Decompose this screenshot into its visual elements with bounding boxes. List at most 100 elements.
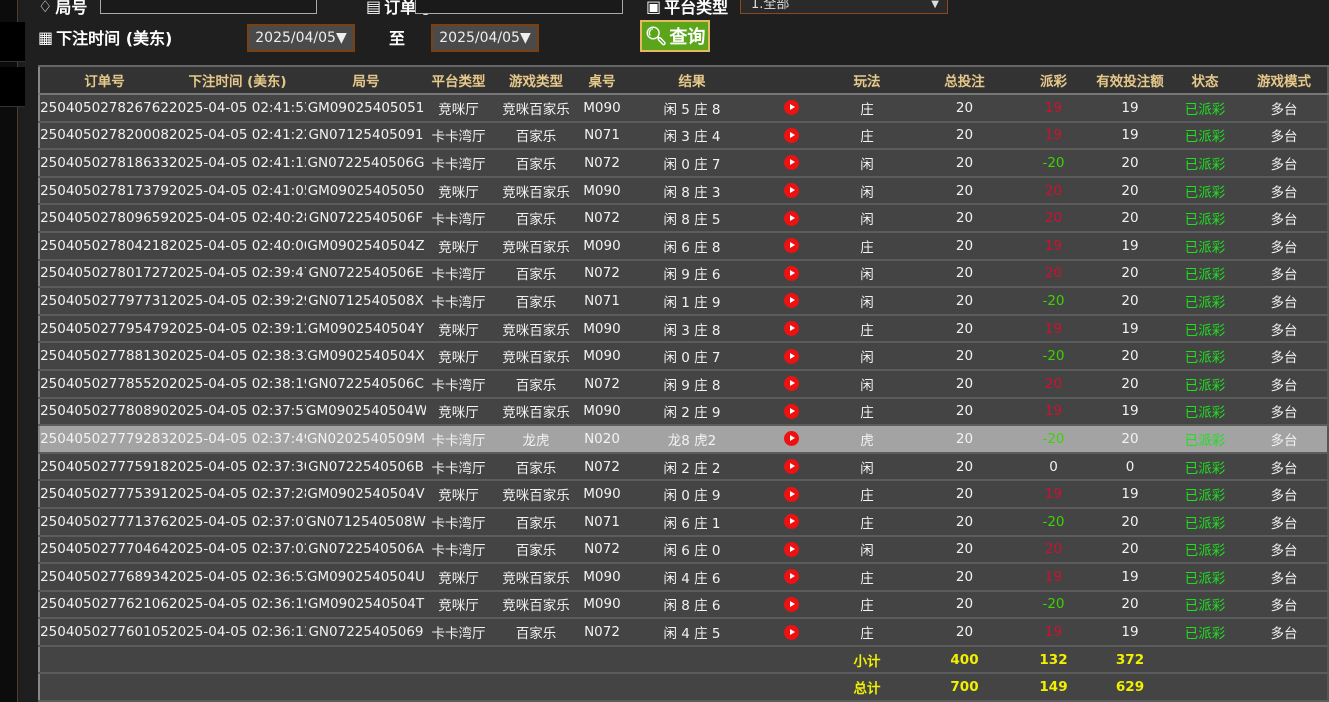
table-row[interactable]: 250405027809659 2025-04-05 02:40:28 GN0722…: [39, 204, 1328, 233]
status-cell: 已派彩: [1169, 231, 1241, 261]
column-header: 状态: [1169, 65, 1241, 95]
status-cell: 已派彩: [1169, 507, 1241, 537]
play-video-icon[interactable]: [783, 321, 799, 337]
replay-cell: [761, 425, 821, 454]
bet-time-cell: 2025-04-05 02:37:07: [169, 507, 306, 537]
play-video-icon[interactable]: [783, 127, 799, 143]
payout-cell: 19: [1016, 231, 1091, 261]
sidebar-block[interactable]: [0, 67, 25, 107]
game-mode-cell: 多台: [1241, 590, 1328, 620]
subtotal-cell: [39, 645, 169, 675]
table-no-cell: M090: [581, 342, 623, 371]
query-button[interactable]: 🔍︎ 查询: [640, 20, 710, 52]
bet-type-cell: 庄: [821, 480, 913, 509]
total-bet-cell: 20: [913, 425, 1016, 454]
order-input[interactable]: [415, 0, 623, 14]
table-no-cell: M090: [581, 590, 623, 620]
valid-bet-cell: 19: [1091, 563, 1169, 592]
play-video-icon[interactable]: [783, 403, 799, 419]
table-row[interactable]: 250405027775918 2025-04-05 02:37:30 GN0722…: [39, 452, 1328, 482]
bet-time-cell: 2025-04-05 02:39:47: [169, 259, 306, 289]
table-no-cell: N071: [581, 121, 623, 151]
result-cell: 闲 9 庄 8: [623, 369, 761, 399]
play-video-icon[interactable]: [783, 459, 799, 475]
total-cell: [491, 673, 581, 702]
date-to-select[interactable]: 2025/04/05▼: [431, 24, 539, 52]
play-video-icon[interactable]: [783, 293, 799, 309]
status-cell: 已派彩: [1169, 452, 1241, 482]
table-row[interactable]: 250405027770464 2025-04-05 02:37:02 GN0722…: [39, 535, 1328, 565]
total-cell: [761, 673, 821, 702]
payout-cell: 19: [1016, 314, 1091, 344]
table-row[interactable]: 250405027804218 2025-04-05 02:40:00 GM0902…: [39, 231, 1328, 261]
table-row[interactable]: 250405027788130 2025-04-05 02:38:33 GM0902…: [39, 342, 1328, 371]
play-video-icon[interactable]: [783, 431, 799, 447]
order-id-cell: 250405027795479: [39, 314, 169, 344]
play-video-icon[interactable]: [783, 210, 799, 226]
play-video-icon[interactable]: [783, 486, 799, 502]
platform-cell: 卡卡湾厅: [426, 287, 491, 316]
game-type-cell: 竞咪百家乐: [491, 397, 581, 427]
payout-cell: 19: [1016, 94, 1091, 123]
platform-cell: 卡卡湾厅: [426, 149, 491, 178]
status-cell: 已派彩: [1169, 480, 1241, 509]
table-row[interactable]: 250405027779283 2025-04-05 02:37:49 GN0202…: [39, 425, 1328, 454]
play-video-icon[interactable]: [783, 541, 799, 557]
sidebar-block[interactable]: [0, 22, 25, 62]
play-video-icon[interactable]: [783, 155, 799, 171]
total-cell: 149: [1016, 673, 1091, 702]
table-row[interactable]: 250405027826762 2025-04-05 02:41:53 GM0902…: [39, 94, 1328, 123]
game-type-cell: 竞咪百家乐: [491, 563, 581, 592]
table-row[interactable]: 250405027817379 2025-04-05 02:41:05 GM0902…: [39, 176, 1328, 206]
status-cell: 已派彩: [1169, 590, 1241, 620]
payout-cell: 19: [1016, 397, 1091, 427]
play-video-icon[interactable]: [783, 624, 799, 640]
play-video-icon[interactable]: [783, 265, 799, 281]
table-row[interactable]: 250405027771376 2025-04-05 02:37:07 GN0712…: [39, 507, 1328, 537]
play-video-icon[interactable]: [783, 569, 799, 585]
bet-time-cell: 2025-04-05 02:36:53: [169, 563, 306, 592]
status-cell: 已派彩: [1169, 369, 1241, 399]
table-row[interactable]: 250405027818633 2025-04-05 02:41:13 GN0722…: [39, 149, 1328, 178]
replay-cell: [761, 369, 821, 399]
total-bet-cell: 20: [913, 314, 1016, 344]
play-video-icon[interactable]: [783, 348, 799, 364]
table-row[interactable]: 250405027768934 2025-04-05 02:36:53 GM0902…: [39, 563, 1328, 592]
table-row[interactable]: 250405027780890 2025-04-05 02:37:57 GM0902…: [39, 397, 1328, 427]
game-type-cell: 百家乐: [491, 149, 581, 178]
play-video-icon[interactable]: [783, 238, 799, 254]
date-from-select[interactable]: 2025/04/05▼: [247, 24, 355, 52]
status-cell: 已派彩: [1169, 425, 1241, 454]
bet-type-cell: 闲: [821, 204, 913, 233]
play-video-icon[interactable]: [783, 596, 799, 612]
round-input[interactable]: [100, 0, 317, 14]
result-cell: 闲 6 庄 1: [623, 507, 761, 537]
table-row[interactable]: 250405027797731 2025-04-05 02:39:29 GN0712…: [39, 287, 1328, 316]
table-row[interactable]: 250405027820008 2025-04-05 02:41:22 GN0712…: [39, 121, 1328, 151]
bet-type-cell: 庄: [821, 507, 913, 537]
table-row[interactable]: 250405027801727 2025-04-05 02:39:47 GN0722…: [39, 259, 1328, 289]
game-mode-cell: 多台: [1241, 480, 1328, 509]
table-no-cell: M090: [581, 480, 623, 509]
table-row[interactable]: 250405027785520 2025-04-05 02:38:19 GN0722…: [39, 369, 1328, 399]
round-id-cell: GN07225405069: [306, 618, 426, 647]
table-row[interactable]: 250405027775391 2025-04-05 02:37:28 GM0902…: [39, 480, 1328, 509]
table-row[interactable]: 250405027795479 2025-04-05 02:39:12 GM0902…: [39, 314, 1328, 344]
order-id-cell: 250405027760105: [39, 618, 169, 647]
play-video-icon[interactable]: [783, 100, 799, 116]
play-video-icon[interactable]: [783, 183, 799, 199]
bet-type-cell: 闲: [821, 452, 913, 482]
valid-bet-cell: 19: [1091, 121, 1169, 151]
total-row: 总计 700 149 629: [39, 673, 1328, 702]
table-row[interactable]: 250405027760105 2025-04-05 02:36:11 GN0722…: [39, 618, 1328, 647]
total-cell: [1241, 673, 1328, 702]
order-id-cell: 250405027788130: [39, 342, 169, 371]
table-no-cell: N072: [581, 149, 623, 178]
status-cell: 已派彩: [1169, 94, 1241, 123]
play-video-icon[interactable]: [783, 514, 799, 530]
platform-select[interactable]: 1.全部 ▼: [740, 0, 948, 14]
result-cell: 闲 9 庄 6: [623, 259, 761, 289]
play-video-icon[interactable]: [783, 376, 799, 392]
table-row[interactable]: 250405027762106 2025-04-05 02:36:19 GM0902…: [39, 590, 1328, 620]
status-cell: 已派彩: [1169, 397, 1241, 427]
